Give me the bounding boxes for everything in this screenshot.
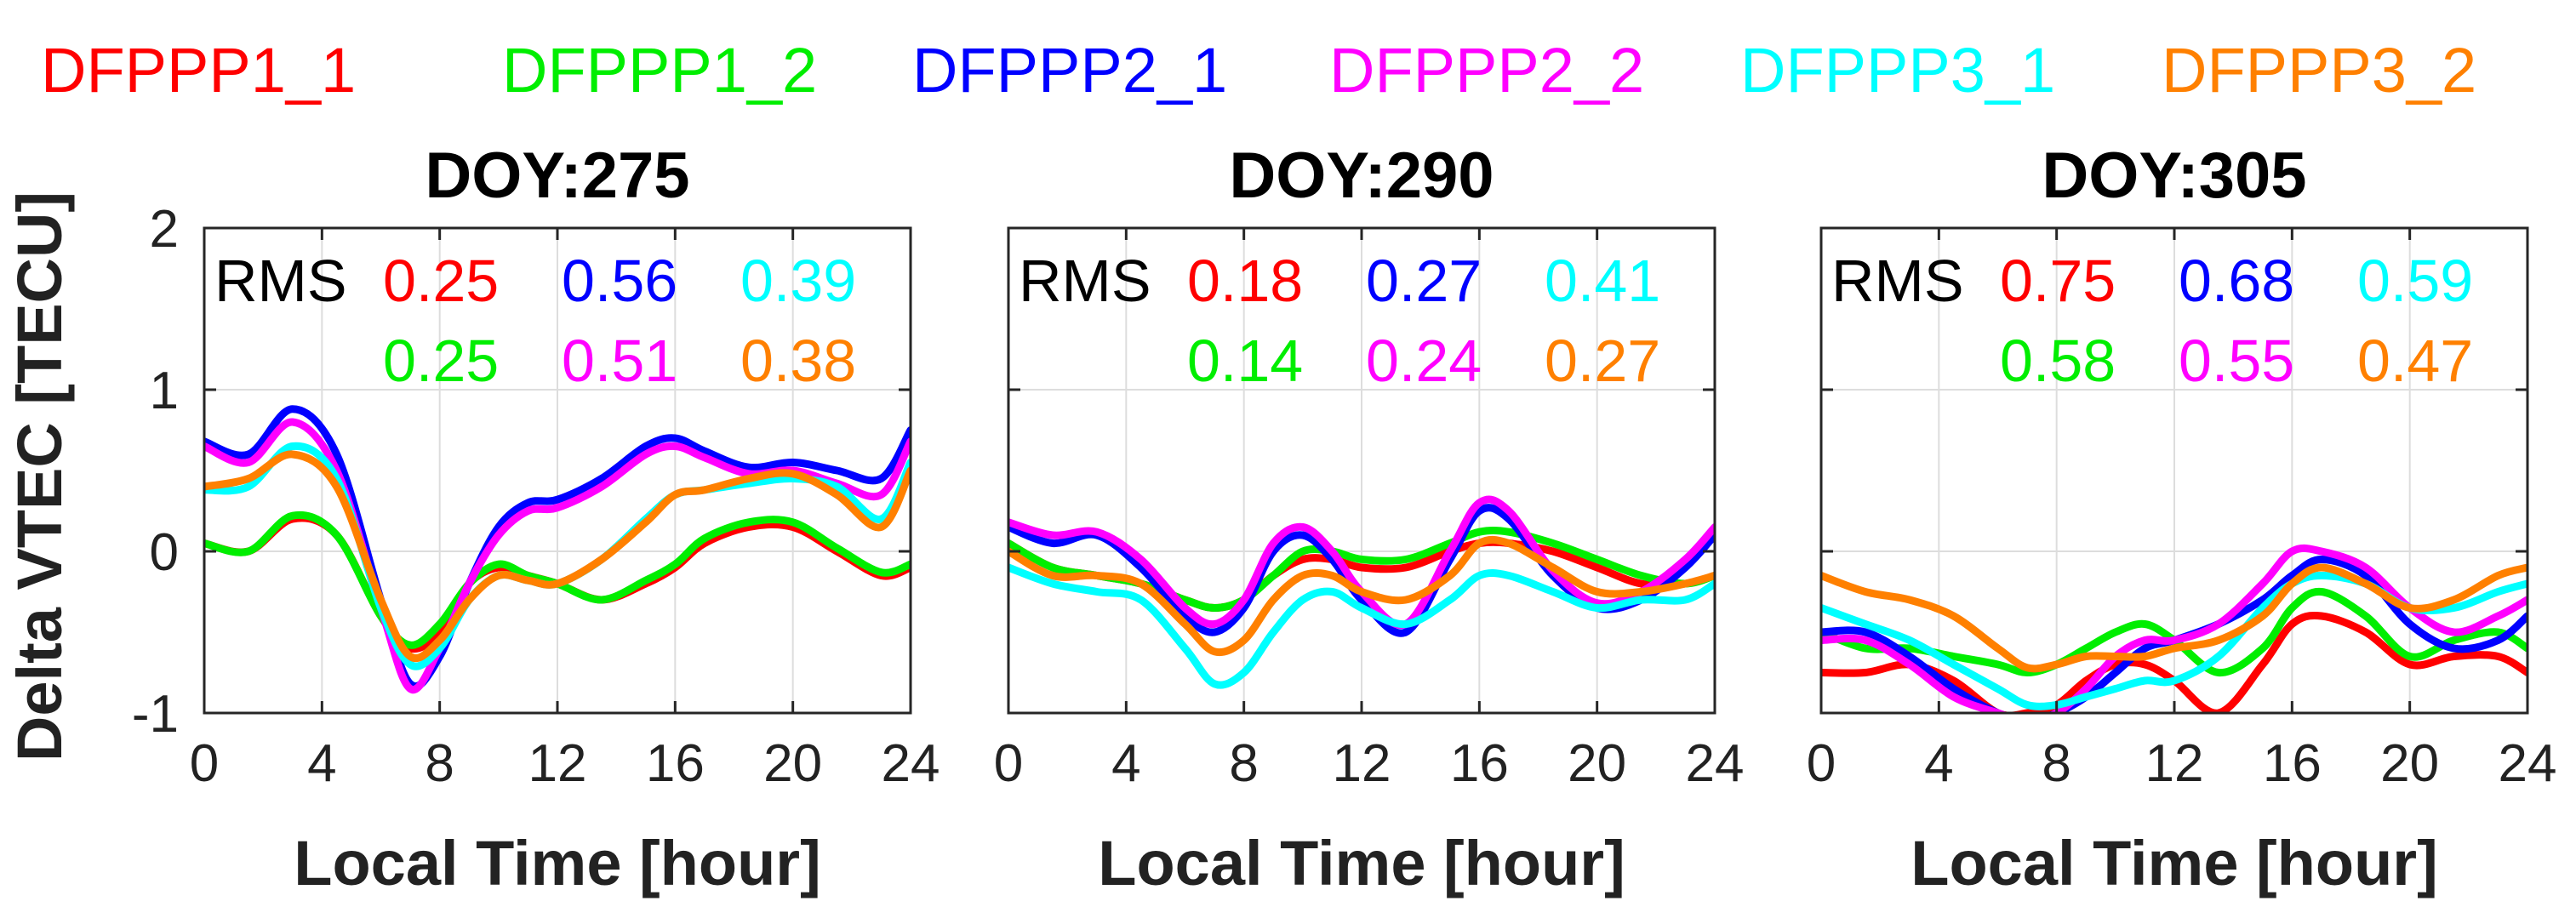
rms-value-dfppp3-2: 0.47 xyxy=(2357,328,2473,394)
y-tick-label: -1 xyxy=(132,685,179,744)
x-axis-label: Local Time [hour] xyxy=(294,828,820,898)
x-tick-label: 8 xyxy=(425,734,454,793)
x-tick-label: 0 xyxy=(994,734,1023,793)
rms-value-dfppp3-1: 0.59 xyxy=(2357,248,2473,314)
rms-value-dfppp2-1: 0.68 xyxy=(2179,248,2294,314)
y-axis-label: Delta VTEC [TECU] xyxy=(4,191,75,761)
rms-value-dfppp2-1: 0.27 xyxy=(1366,248,1482,314)
panel-3: 0 4 8 12 16 20 24 DOY:305 Local Time [hour] RMS 0.… xyxy=(1807,140,2557,898)
grid xyxy=(1008,228,1715,713)
legend-entry-dfppp1-2: DFPPP1_2 xyxy=(502,35,817,106)
rms-value-dfppp2-2: 0.51 xyxy=(562,328,677,394)
x-tick-label: 4 xyxy=(1111,734,1140,793)
rms-value-dfppp3-1: 0.39 xyxy=(740,248,856,314)
legend: DFPPP1_1 DFPPP1_2 DFPPP2_1 DFPPP2_2 DFPPP3_1… xyxy=(41,35,2476,106)
series-group xyxy=(204,405,911,694)
grid xyxy=(1821,228,2527,713)
x-tick-label: 12 xyxy=(2145,734,2204,793)
x-axis-label: Local Time [hour] xyxy=(1911,828,2437,898)
series-line-dfppp3-2 xyxy=(204,450,911,662)
series-line-dfppp3-2 xyxy=(1821,563,2527,673)
rms-value-dfppp1-2: 0.14 xyxy=(1187,328,1303,394)
x-tick-label: 16 xyxy=(1450,734,1509,793)
rms-value-dfppp2-2: 0.55 xyxy=(2179,328,2294,394)
rms-value-dfppp1-2: 0.25 xyxy=(383,328,499,394)
x-tick-label: 4 xyxy=(307,734,336,793)
x-tick-label: 8 xyxy=(1229,734,1258,793)
series-line-dfppp2-1 xyxy=(204,405,911,690)
series-line-dfppp1-2 xyxy=(1821,587,2527,677)
series-line-dfppp3-1 xyxy=(1008,563,1715,689)
legend-entry-dfppp3-2: DFPPP3_2 xyxy=(2162,35,2476,106)
rms-label: RMS xyxy=(214,248,347,314)
rms-value-dfppp3-2: 0.27 xyxy=(1545,328,1660,394)
x-tick-label: 20 xyxy=(2380,734,2439,793)
x-tick-label: 8 xyxy=(2042,734,2071,793)
panel-title: DOY:290 xyxy=(1229,140,1494,212)
x-tick-label: 20 xyxy=(1568,734,1626,793)
x-tick-label: 4 xyxy=(1924,734,1953,793)
legend-entry-dfppp2-1: DFPPP2_1 xyxy=(912,35,1227,106)
x-tick-label: 24 xyxy=(2499,734,2557,793)
x-tick-label: 16 xyxy=(646,734,705,793)
legend-entry-dfppp2-2: DFPPP2_2 xyxy=(1329,35,1644,106)
panel-title: DOY:275 xyxy=(425,140,689,212)
x-tick-label: 24 xyxy=(1686,734,1745,793)
series-group xyxy=(1821,544,2527,713)
panel-2: 0 4 8 12 16 20 24 DOY:290 Local Time [hour] RMS 0.… xyxy=(994,140,1745,898)
panel-title: DOY:305 xyxy=(2042,140,2306,212)
x-tick-label: 0 xyxy=(1807,734,1836,793)
rms-value-dfppp1-1: 0.18 xyxy=(1187,248,1303,314)
rms-label: RMS xyxy=(1831,248,1964,314)
rms-value-dfppp2-2: 0.24 xyxy=(1366,328,1482,394)
x-tick-label: 12 xyxy=(528,734,587,793)
rms-value-dfppp2-1: 0.56 xyxy=(562,248,677,314)
rms-value-dfppp3-2: 0.38 xyxy=(740,328,856,394)
y-tick-label: 2 xyxy=(150,200,179,259)
y-tick-label: 0 xyxy=(150,523,179,582)
series-line-dfppp1-2 xyxy=(204,510,911,649)
x-tick-label: 20 xyxy=(763,734,822,793)
x-tick-label: 12 xyxy=(1333,734,1391,793)
legend-entry-dfppp1-1: DFPPP1_1 xyxy=(41,35,356,106)
series-group xyxy=(1008,495,1715,689)
series-line-dfppp3-2 xyxy=(1008,535,1715,657)
x-tick-label: 24 xyxy=(882,734,940,793)
x-tick-label: 16 xyxy=(2263,734,2322,793)
y-tick-label: 1 xyxy=(150,362,179,420)
x-tick-label: 0 xyxy=(190,734,219,793)
legend-entry-dfppp3-1: DFPPP3_1 xyxy=(1740,35,2055,106)
series-line-dfppp1-1 xyxy=(1821,611,2527,713)
rms-label: RMS xyxy=(1019,248,1151,314)
rms-value-dfppp1-1: 0.25 xyxy=(383,248,499,314)
rms-value-dfppp1-2: 0.58 xyxy=(2000,328,2116,394)
rms-value-dfppp3-1: 0.41 xyxy=(1545,248,1660,314)
rms-value-dfppp1-1: 0.75 xyxy=(2000,248,2116,314)
x-axis-label: Local Time [hour] xyxy=(1098,828,1625,898)
